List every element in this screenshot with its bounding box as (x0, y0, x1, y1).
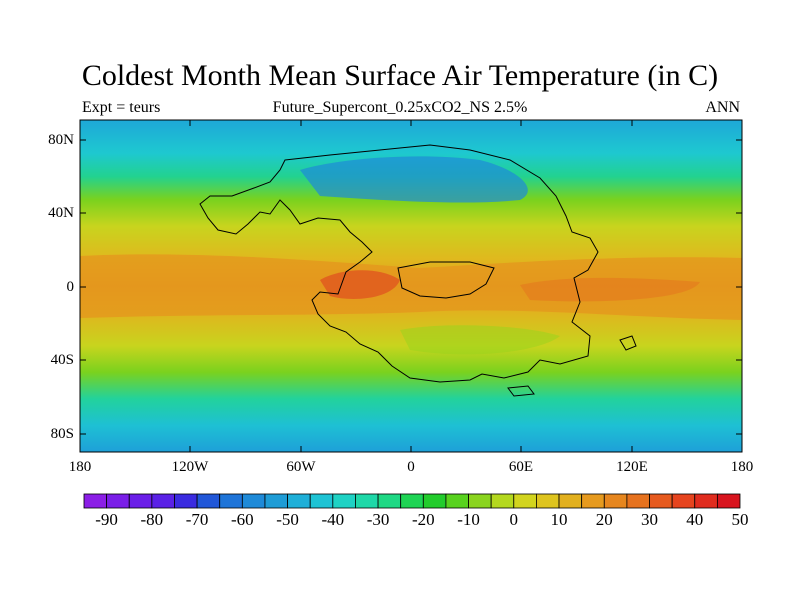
southern-continent-field (400, 325, 560, 355)
colorbar-swatch (287, 493, 311, 509)
lon-label: 0 (407, 459, 415, 475)
lon-label: 60W (286, 459, 316, 475)
colorbar-label: 30 (641, 510, 659, 529)
lat-ticks (80, 139, 742, 435)
colorbar-label: -50 (276, 510, 299, 529)
experiment-label: Expt = teurs (82, 99, 161, 116)
colorbar-swatch (128, 493, 153, 509)
period-label: ANN (705, 99, 740, 116)
lat-label: 80S (50, 426, 74, 442)
colorbar-swatch (490, 493, 515, 509)
cold-interior-north (300, 156, 528, 203)
colorbar-swatch (219, 493, 243, 509)
colorbar-label: -70 (185, 510, 209, 529)
chart-title: Coldest Month Mean Surface Air Temperatu… (81, 59, 719, 92)
colorbar-swatch (106, 493, 130, 509)
colorbar-swatch (264, 493, 288, 509)
colorbar-label: 10 (550, 510, 568, 529)
colorbar-swatch (400, 493, 424, 509)
colorbar-label: 20 (595, 510, 613, 529)
lon-label: 60E (508, 459, 534, 475)
lat-label: 0 (66, 279, 75, 295)
colorbar-label: -30 (366, 510, 390, 529)
colorbar-swatch (151, 493, 175, 509)
colorbar-swatch (241, 493, 266, 509)
colorbar-label: -80 (140, 510, 164, 529)
island-outline (619, 335, 637, 351)
hot-spot-west (320, 270, 400, 299)
island-outline-south (507, 385, 535, 397)
colorbar-swatch (355, 493, 379, 509)
colorbar-swatch (309, 493, 334, 509)
colorbar-swatch (536, 493, 560, 509)
colorbar-swatch (581, 493, 605, 509)
colorbar-label: -10 (457, 510, 480, 529)
colorbar-label: -40 (321, 510, 345, 529)
colorbar-swatch (174, 493, 198, 509)
colorbar-swatch (83, 493, 108, 509)
lon-ticks (79, 120, 633, 452)
colorbar-label: 40 (686, 510, 704, 529)
colorbar-swatch (332, 493, 356, 509)
lon-label: 180 (730, 459, 754, 475)
colorbar-swatch (626, 493, 650, 509)
lon-label: 120W (171, 459, 209, 475)
colorbar-label: 0 (509, 510, 519, 529)
colorbar-label: -90 (95, 510, 118, 529)
colorbar-swatch (649, 493, 673, 509)
colorbar-label: 50 (731, 510, 749, 529)
colorbar (83, 493, 741, 509)
lon-label: 180 (68, 459, 92, 475)
lat-label: 40N (48, 205, 74, 221)
colorbar-label: -60 (231, 510, 254, 529)
colorbar-swatch (377, 493, 402, 509)
colorbar-swatch (716, 493, 741, 509)
colorbar-swatch (196, 493, 221, 509)
colorbar-label: -20 (411, 510, 435, 529)
lat-label: 40S (50, 352, 74, 368)
tropical-warm-band (80, 254, 742, 320)
inland-sea-outline (397, 261, 495, 299)
colorbar-swatch (468, 493, 492, 509)
lat-label: 80N (48, 132, 74, 148)
continent-outline (199, 144, 599, 383)
experiment-subtitle: Future_Supercont_0.25xCO2_NS 2.5% (272, 99, 528, 116)
hot-spot-east (520, 277, 700, 302)
colorbar-swatch (671, 493, 696, 509)
colorbar-swatch (445, 493, 469, 509)
lon-label: 120E (616, 459, 648, 475)
colorbar-swatch (513, 493, 537, 509)
colorbar-swatch (694, 493, 718, 509)
colorbar-swatch (558, 493, 583, 509)
colorbar-swatch (422, 493, 447, 509)
colorbar-swatch (603, 493, 628, 509)
